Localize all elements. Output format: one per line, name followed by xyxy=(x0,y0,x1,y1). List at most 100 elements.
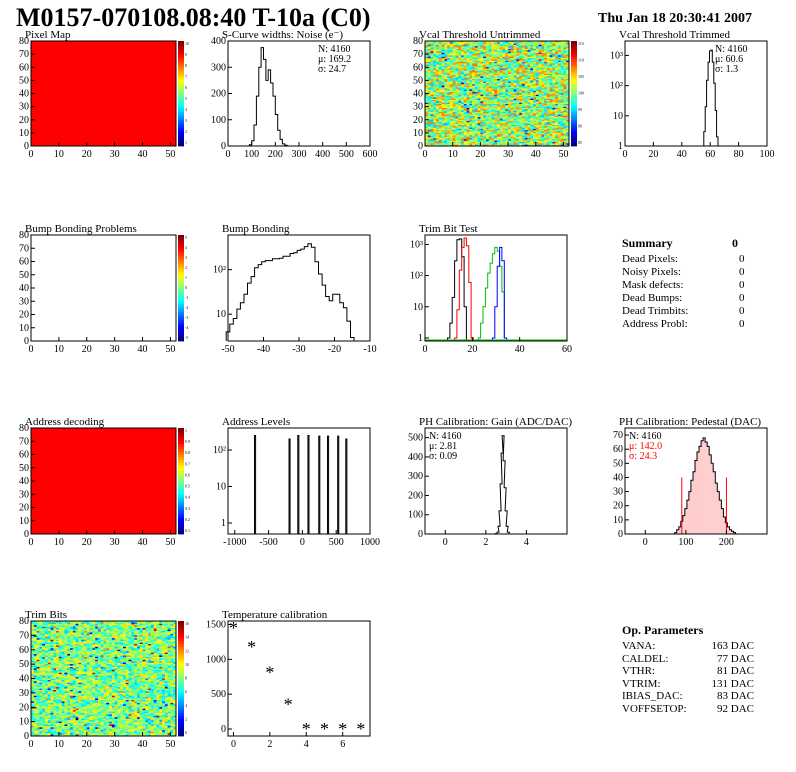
y-tick-label: 300 xyxy=(211,62,226,73)
y-tick-label: 30 xyxy=(413,102,423,113)
stats-line: σ: 1.3 xyxy=(715,64,738,75)
data-point: * xyxy=(284,695,293,715)
chart-title: PH Calibration: Pedestal (DAC) xyxy=(619,416,761,428)
x-tick-label: 30 xyxy=(110,739,120,750)
y-tick-label: 40 xyxy=(19,674,29,685)
color-scale-label: 8 xyxy=(185,676,187,681)
chart-title: Vcal Threshold Trimmed xyxy=(619,29,731,41)
x-tick-label: 4 xyxy=(524,537,529,548)
op-param-value: 77 DAC xyxy=(717,652,754,665)
x-tick-label: 20 xyxy=(82,739,92,750)
x-tick-label: -500 xyxy=(259,537,277,548)
y-tick-label: 10 xyxy=(19,516,29,527)
plot-frame xyxy=(424,427,568,535)
y-tick-label: 0 xyxy=(24,529,29,540)
y-tick-label: 100 xyxy=(408,510,423,521)
x-tick-label: 500 xyxy=(329,537,344,548)
color-scale-label: 105 xyxy=(578,74,584,79)
op-param-label: VOFFSETOP: xyxy=(622,702,687,715)
y-tick-label: 10 xyxy=(613,111,623,122)
y-tick-label: 20 xyxy=(19,702,29,713)
x-tick-label: 40 xyxy=(138,739,148,750)
chart-title: Trim Bits xyxy=(25,609,67,621)
op-param-label: IBIAS_DAC: xyxy=(622,690,683,702)
bar xyxy=(684,508,687,534)
heatmap-cells xyxy=(31,621,177,737)
histogram-line xyxy=(494,435,512,535)
x-tick-label: 0 xyxy=(423,344,428,355)
address-peak xyxy=(345,438,348,534)
plot-frame xyxy=(227,427,371,535)
chart-title: Bump Bonding xyxy=(222,223,290,235)
y-tick-label: 20 xyxy=(613,501,623,512)
bar xyxy=(723,517,726,534)
address-peak xyxy=(337,435,340,534)
bar xyxy=(731,531,734,534)
color-scale-label: 1 xyxy=(185,140,187,145)
bar xyxy=(676,529,679,534)
chart-title: Address Levels xyxy=(222,416,290,428)
color-scale-label: 16 xyxy=(185,621,189,626)
x-tick-label: 0 xyxy=(443,537,448,548)
summary-row-label: Noisy Pixels: xyxy=(622,266,681,278)
y-tick-label: 10³ xyxy=(410,239,423,250)
color-scale xyxy=(178,621,184,737)
x-tick-label: 20 xyxy=(475,149,485,160)
color-scale-label: -1 xyxy=(185,295,188,300)
color-scale-label: 10 xyxy=(185,662,189,667)
color-scale-label: 90 xyxy=(578,124,582,129)
bar xyxy=(697,452,700,534)
x-tick-label: 20 xyxy=(82,149,92,160)
y-tick-label: 200 xyxy=(408,490,423,501)
y-tick-label: 0 xyxy=(221,724,226,735)
y-tick-label: 0 xyxy=(24,731,29,742)
chart-ph-pedestal: PH Calibration: Pedestal (DAC) 0 100 200 0 10… xyxy=(613,416,768,548)
summary-row-value: 0 xyxy=(739,305,745,317)
chart-vcal-untrimmed: Vcal Threshold Untrimmed1151101051009590… xyxy=(413,29,584,160)
y-tick-label: 30 xyxy=(19,296,29,307)
x-tick-label: 200 xyxy=(268,149,283,160)
color-scale-label: 2 xyxy=(185,716,187,721)
heatmap-cells xyxy=(425,41,570,147)
bar xyxy=(701,440,704,534)
bar xyxy=(717,491,720,534)
y-tick-label: 50 xyxy=(413,75,423,86)
histogram-line xyxy=(248,47,290,147)
data-point: * xyxy=(265,663,274,683)
y-tick-label: 10³ xyxy=(610,50,623,61)
y-tick-label: 60 xyxy=(19,62,29,73)
chart-address-levels: Address Levels -1000 -500 0 500 1000 1 10 10² xyxy=(213,416,380,548)
timestamp: Thu Jan 18 20:30:41 2007 xyxy=(598,11,753,26)
bar xyxy=(733,532,736,534)
color-scale-label: 2 xyxy=(185,265,187,270)
color-scale-label: -4 xyxy=(185,325,188,330)
y-tick-label: 10 xyxy=(216,309,226,320)
color-scale xyxy=(178,428,184,535)
y-tick-label: 60 xyxy=(19,450,29,461)
y-tick-label: 10 xyxy=(413,128,423,139)
color-scale-label: 10 xyxy=(185,41,189,46)
bar xyxy=(709,454,712,534)
y-tick-label: 70 xyxy=(413,49,423,60)
y-tick-label: 30 xyxy=(19,489,29,500)
x-tick-label: 2 xyxy=(483,537,488,548)
color-scale-label: 0.5 xyxy=(185,484,190,489)
x-tick-label: 0 xyxy=(623,149,628,160)
bar xyxy=(711,463,714,534)
y-tick-label: 400 xyxy=(211,36,226,47)
x-tick-label: -40 xyxy=(257,344,270,355)
y-tick-label: 30 xyxy=(19,102,29,113)
chart-title: Trim Bit Test xyxy=(419,223,478,235)
y-tick-label: 20 xyxy=(19,310,29,321)
color-scale-label: 0.9 xyxy=(185,439,190,444)
y-tick-label: 10² xyxy=(410,271,423,282)
bar xyxy=(715,483,718,534)
chart-title: Bump Bonding Problems xyxy=(25,223,137,235)
color-scale-label: 0.1 xyxy=(185,528,190,533)
y-tick-label: 70 xyxy=(613,430,623,441)
stats-line: σ: 24.7 xyxy=(318,64,346,75)
x-tick-label: 400 xyxy=(315,149,330,160)
bar xyxy=(721,508,724,534)
op-param-label: VTHR: xyxy=(622,665,655,677)
x-tick-label: 40 xyxy=(138,537,148,548)
